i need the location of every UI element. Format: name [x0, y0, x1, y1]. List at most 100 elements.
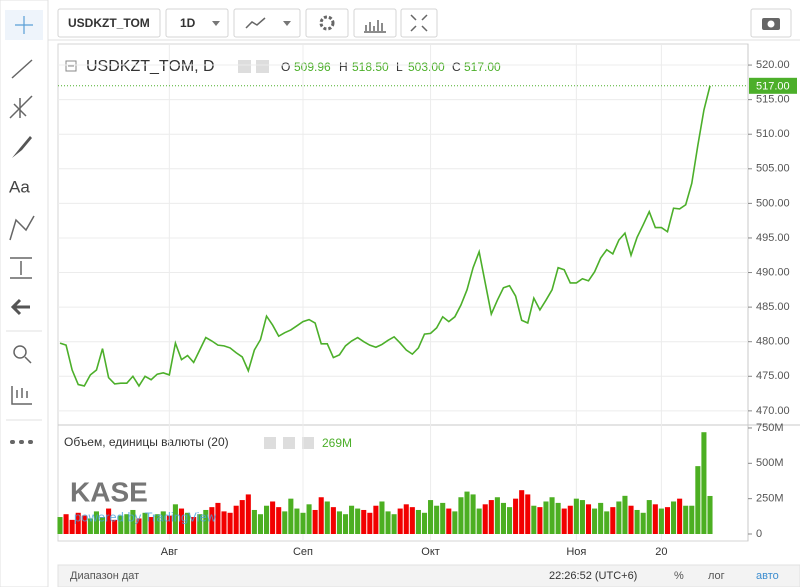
y-tick-label: 500.00 [756, 197, 790, 209]
clock: 22:26:52 (UTC+6) [549, 570, 637, 582]
legend-settings[interactable] [256, 60, 269, 73]
volume-bar [634, 509, 640, 534]
volume-bar [264, 505, 270, 534]
y-tick-label: 250M [756, 493, 784, 505]
low-value: 503.00 [408, 60, 445, 74]
open-label: O [281, 60, 290, 74]
auto-toggle[interactable]: авто [756, 570, 779, 582]
volume-bar [701, 432, 707, 534]
x-tick-label: Ноя [566, 546, 586, 558]
y-tick-label: 485.00 [756, 301, 790, 313]
volume-bar [592, 508, 598, 534]
volume-bar [409, 507, 415, 534]
y-tick-label: 490.00 [756, 266, 790, 278]
zoom-handle [24, 356, 32, 364]
volume-bar [215, 502, 221, 534]
volume-bar [519, 490, 525, 534]
volume-bar [209, 507, 215, 534]
volume-bar [221, 511, 227, 534]
brush-tool[interactable] [12, 136, 32, 158]
volume-bar [355, 508, 361, 534]
interval-button[interactable] [165, 8, 229, 38]
volume-bar [93, 511, 99, 534]
volume-bar [391, 514, 397, 534]
date-range[interactable]: Диапазон дат [70, 570, 139, 582]
volume-bar [233, 505, 239, 534]
volume-bar [549, 497, 555, 534]
volume-bar [470, 494, 476, 534]
pattern-tool[interactable] [9, 215, 35, 241]
volume-bar [160, 511, 166, 534]
symbol: USDKZT_TOM [68, 16, 150, 30]
volume-bar [440, 502, 446, 534]
collapse-box[interactable] [65, 60, 77, 72]
volume-bar [124, 514, 130, 534]
high-value: 518.50 [352, 60, 389, 74]
gear-icon [319, 15, 335, 31]
volume-bar [476, 508, 482, 534]
volume-settings[interactable] [283, 437, 295, 449]
volume-bar [270, 501, 276, 534]
fullscreen-button[interactable] [400, 8, 438, 38]
volume-bar [464, 491, 470, 534]
volume-bar [99, 517, 106, 534]
volume-bar [57, 517, 63, 534]
volume-bar [403, 504, 409, 534]
settings-button[interactable] [305, 8, 349, 38]
y-tick-label: 495.00 [756, 232, 790, 244]
volume-bar [689, 505, 695, 534]
volume-bar [306, 504, 312, 534]
pitchfork-tool[interactable] [9, 95, 33, 119]
volume-bar [342, 514, 349, 534]
trend-line-tool[interactable] [11, 59, 33, 79]
percent-toggle[interactable]: % [674, 570, 684, 582]
volume-bar [646, 500, 652, 534]
low-label: L [396, 60, 403, 74]
volume-bar [506, 507, 513, 534]
zoom-tool[interactable] [13, 345, 27, 359]
volume-bar [130, 509, 136, 534]
volume-bar [178, 508, 185, 534]
volume-bar [245, 494, 251, 534]
close-label: C [452, 60, 461, 74]
volume-bar [282, 511, 288, 534]
text-tool[interactable]: Aa [9, 177, 30, 196]
volume-bar [75, 512, 81, 534]
back-tool[interactable] [10, 298, 30, 316]
volume-bar [172, 504, 178, 534]
y-tick-label: 500M [756, 457, 784, 469]
last-price-tag [749, 77, 797, 94]
volume-bar [488, 500, 494, 534]
line-icon [245, 17, 266, 29]
crosshair-icon [15, 16, 33, 34]
volume-eye[interactable] [264, 437, 276, 449]
dropdown-arrow [283, 21, 291, 26]
volume-bar [415, 509, 421, 534]
volume-bar [288, 498, 294, 534]
volume-bar [573, 498, 579, 534]
volume-bar [677, 498, 683, 534]
legend-eye[interactable] [238, 60, 251, 73]
bars-tool[interactable] [11, 386, 32, 405]
volume-bar [276, 507, 282, 534]
volume-bar [579, 500, 585, 534]
volume-bar [622, 495, 628, 534]
symbol-button[interactable] [57, 8, 161, 38]
volume-bar [361, 509, 367, 534]
volume-bar [227, 512, 233, 534]
volume-bar [500, 502, 506, 534]
volume-bar [197, 514, 203, 534]
fullscreen-icon [410, 14, 428, 32]
volume-bar [191, 517, 197, 534]
volume-bar [610, 507, 616, 534]
volume-remove[interactable] [302, 437, 314, 449]
indicators-button[interactable] [353, 8, 397, 38]
measure-tool[interactable] [10, 257, 32, 279]
volume-bar [239, 500, 245, 534]
watermark-logo: KASE [70, 476, 148, 507]
volume-bar [112, 519, 118, 534]
volume-bar [683, 505, 689, 534]
log-toggle[interactable]: лог [708, 570, 725, 582]
chart-style-button[interactable] [233, 8, 301, 38]
volume-bar [525, 494, 531, 534]
